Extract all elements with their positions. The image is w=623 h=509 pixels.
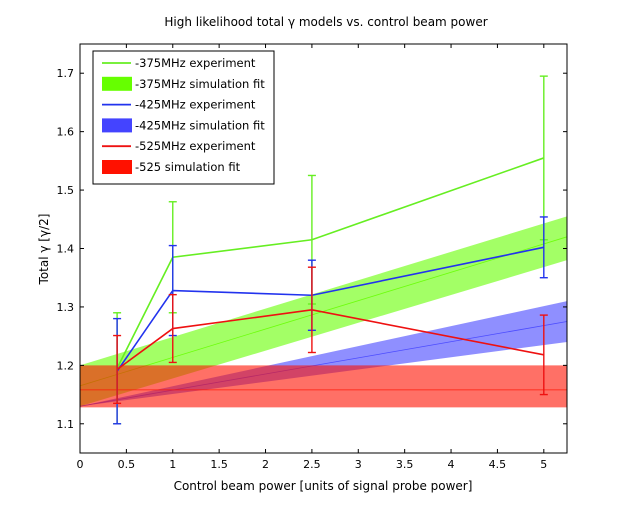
- legend: -375MHz experiment -375MHz simulation fit…: [92, 50, 275, 185]
- x-tick-label: 3: [355, 458, 362, 471]
- x-tick-label: 1: [169, 458, 176, 471]
- legend-item: -425MHz experiment: [102, 98, 256, 112]
- legend-item: -525MHz experiment: [102, 139, 256, 153]
- x-axis-label: Control beam power [units of signal prob…: [174, 479, 473, 493]
- x-tick-label: 2.5: [303, 458, 321, 471]
- y-tick-label: 1.5: [57, 184, 75, 197]
- y-tick-label: 1.3: [57, 301, 75, 314]
- legend-swatch-patch: [102, 76, 132, 91]
- y-tick-label: 1.7: [57, 67, 75, 80]
- y-tick-label: 1.2: [57, 359, 75, 372]
- error-bars: [113, 75, 548, 425]
- y-axis-label: Total γ [γ/2]: [37, 214, 51, 286]
- y-tick-label: 1.1: [57, 418, 75, 431]
- x-tick-label: 0: [77, 458, 84, 471]
- legend-label: -425MHz experiment: [135, 98, 256, 112]
- x-tick-label: 3.5: [396, 458, 414, 471]
- x-tick-label: 5: [540, 458, 547, 471]
- error-bar-2-0: [113, 334, 122, 405]
- error-bar-2-2: [307, 266, 316, 354]
- experiment-line-0: [116, 157, 545, 369]
- legend-item: -525 simulation fit: [102, 160, 241, 174]
- legend-label: -375MHz experiment: [135, 56, 256, 70]
- legend-item: -375MHz simulation fit: [102, 76, 265, 91]
- legend-item: -375MHz experiment: [102, 56, 256, 70]
- legend-item: -425MHz simulation fit: [102, 118, 265, 133]
- experiment-line-1: [116, 246, 544, 372]
- legend-swatch-patch: [102, 118, 132, 133]
- x-axis: 0 0.5 1 1.5 2 2.5 3 3.5 4 4.5 5: [77, 44, 547, 471]
- experiment-lines: [116, 157, 545, 372]
- x-tick-label: 0.5: [118, 458, 136, 471]
- legend-label: -525MHz experiment: [135, 139, 256, 153]
- error-bar-1-3: [539, 216, 548, 279]
- legend-label: -375MHz simulation fit: [135, 77, 265, 91]
- legend-label: -425MHz simulation fit: [135, 118, 265, 132]
- simulation-band-2: [80, 365, 567, 408]
- x-tick-label: 1.5: [210, 458, 228, 471]
- x-tick-label: 4.5: [489, 458, 507, 471]
- y-axis: 1.1 1.2 1.3 1.4 1.5 1.6 1.7: [57, 67, 567, 431]
- y-tick-label: 1.6: [57, 126, 75, 139]
- error-bar-2-1: [168, 293, 177, 364]
- y-tick-label: 1.4: [57, 243, 75, 256]
- chart-title: High likelihood total γ models vs. contr…: [164, 15, 487, 29]
- error-bar-2-3: [539, 314, 548, 396]
- x-tick-label: 2: [262, 458, 269, 471]
- legend-swatch-patch: [102, 160, 132, 174]
- x-tick-label: 4: [448, 458, 455, 471]
- legend-label: -525 simulation fit: [135, 160, 241, 174]
- experiment-line-2: [116, 309, 544, 371]
